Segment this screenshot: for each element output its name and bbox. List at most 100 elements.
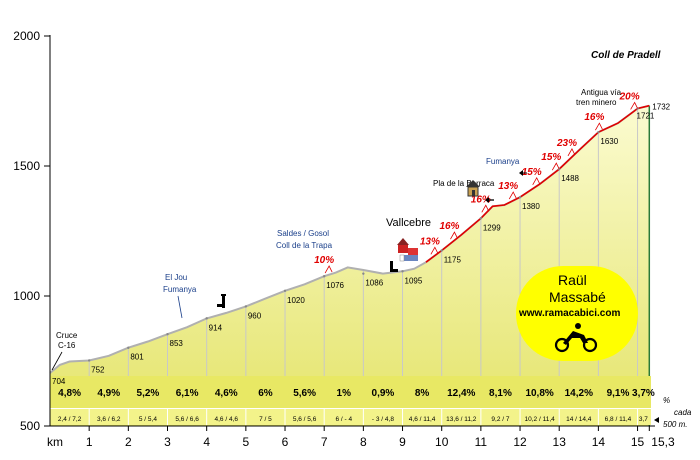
segment-gradient: 3,7% (632, 388, 655, 399)
side-note: % cada 500 m. (654, 396, 692, 429)
x-tick-label: 8 (360, 435, 367, 449)
segment-gradient: 6% (258, 388, 273, 399)
steep-ramp-marker (595, 122, 603, 131)
side-note-line: cada (674, 408, 692, 417)
altitude-label: 853 (170, 339, 184, 348)
segment-min-max: 2,4 / 7,2 (58, 416, 82, 423)
segment-min-max: 14 / 14,4 (566, 416, 592, 423)
segment-gradient: 5,2% (137, 388, 160, 399)
x-tick-label: 11 (475, 435, 488, 449)
annotation-tren-minero: Antigua vía tren minero (576, 88, 622, 107)
steep-ramp-label: 13% (498, 181, 518, 192)
segment-min-max: 4,6 / 4,6 (215, 416, 239, 423)
altitude-point (401, 270, 404, 273)
altitude-point (518, 196, 522, 199)
x-unit-label: km (47, 435, 63, 449)
altitude-label: 752 (91, 365, 105, 374)
steep-ramp-marker (551, 162, 560, 171)
altitude-point (87, 359, 91, 362)
altitude-label: 1086 (365, 279, 383, 288)
cyclist-icon (554, 323, 598, 353)
y-tick-label: 1000 (13, 289, 40, 303)
band-labels: 4,8% 2,4 / 7,2 4,9% 3,6 / 6,2 5,2% 5 / 5,4 6,1… (58, 388, 655, 425)
steep-ramp-marker (630, 101, 638, 110)
steep-ramp-marker (532, 176, 541, 185)
altitude-point (205, 317, 208, 320)
segment-gradient: 4,8% (58, 388, 81, 399)
altitude-label: 704 (52, 377, 66, 386)
steep-ramp-marker (567, 148, 576, 157)
x-tick-label: 14 (592, 435, 606, 449)
altitude-label: 1630 (600, 137, 618, 146)
segment-min-max: 7 / 5 (259, 416, 272, 423)
annotation-pla-de-la-barraca: Pla de la Barraca (433, 179, 495, 188)
brand-badge: Raül Massabé www.ramacabici.com (516, 266, 638, 361)
altitude-label: 1732 (652, 103, 670, 112)
annotation-line: tren minero (576, 98, 617, 107)
segment-gradient: 6,1% (176, 388, 199, 399)
y-tick-label: 2000 (13, 29, 40, 43)
segment-min-max: 13,6 / 11,2 (446, 416, 477, 423)
altitude-label: 1488 (561, 174, 579, 183)
annotation-vallcebre: Vallcebre (386, 217, 431, 229)
altitude-point (322, 275, 326, 278)
segment-min-max: - 3 / 4,8 (372, 416, 394, 423)
segment-gradient: 10,8% (525, 388, 553, 399)
altitude-label: 1380 (522, 202, 540, 211)
x-tick-label: 7 (321, 435, 328, 449)
altitude-point (283, 289, 287, 292)
village-icon (397, 238, 418, 262)
altitude-labels: 704 752 801 853 914 960 1020 1076 1086 1095 1175 12… (52, 103, 671, 386)
altitude-point (127, 346, 130, 349)
junction-icon (390, 261, 398, 272)
arrow-left-icon (485, 197, 494, 203)
segment-gradient: 4,9% (97, 388, 120, 399)
segment-min-max: 10,2 / 11,4 (525, 416, 556, 423)
x-tick-label: 1 (86, 435, 93, 449)
steep-ramp-label: 16% (584, 112, 604, 123)
annotation-el-jou: El Jou Fumanya (163, 273, 197, 319)
segment-gradient: 8% (415, 388, 430, 399)
y-tick-label: 500 (20, 419, 40, 433)
steep-ramp-label: 15% (541, 152, 561, 163)
x-tick-label: 4 (203, 435, 210, 449)
steep-ramp-label: 16% (439, 221, 459, 232)
segment-min-max: 3,6 / 6,2 (97, 416, 121, 423)
segment-min-max: 6 / - 4 (335, 416, 352, 423)
altitude-label: 1076 (326, 281, 344, 290)
steep-ramp-label: 20% (619, 91, 640, 102)
annotation-line: El Jou (165, 273, 187, 282)
altitude-point (597, 131, 600, 134)
altitude-label: 801 (130, 353, 144, 362)
steep-ramp-marker (481, 204, 490, 213)
x-tick-label: 13 (553, 435, 567, 449)
brand-name-last: Massabé (549, 289, 606, 305)
segment-gradient: 5,6% (293, 388, 316, 399)
annotation-fumanya: Fumanya (486, 157, 520, 166)
steep-ramp-label: 15% (522, 167, 542, 178)
arrow-left-icon (519, 170, 527, 176)
steep-section-line (425, 104, 650, 263)
annotation-cruce: Cruce C-16 (51, 331, 78, 371)
steep-ramp-label: 23% (556, 138, 577, 149)
side-note-line: % (663, 396, 670, 405)
altitude-label: 1020 (287, 296, 305, 305)
x-tick-label: 15 (631, 435, 645, 449)
steep-ramp-marker (450, 231, 458, 240)
steep-ramp-marker (324, 265, 333, 274)
annotation-saldes: Saldes / Gosol Coll de la Trapa (276, 229, 333, 250)
annotation-line: Antigua vía (581, 88, 622, 97)
segment-gradient: 1% (337, 388, 352, 399)
brand-website: www.ramacabici.com (518, 308, 620, 319)
gradient-band (50, 376, 651, 408)
x-ticks: 1 2 3 4 5 6 7 8 9 10 11 12 13 14 15 15,3 (86, 426, 675, 449)
annotation-line: Coll de la Trapa (276, 241, 333, 250)
segment-min-max: 5,6 / 5,6 (293, 416, 317, 423)
altitude-point (244, 305, 248, 308)
altitude-point (166, 333, 169, 336)
annotation-line: C-16 (58, 341, 76, 350)
x-tick-label: 5 (243, 435, 250, 449)
annotation-line: Fumanya (163, 285, 197, 294)
segment-min-max: 6,8 / 11,4 (605, 416, 632, 423)
